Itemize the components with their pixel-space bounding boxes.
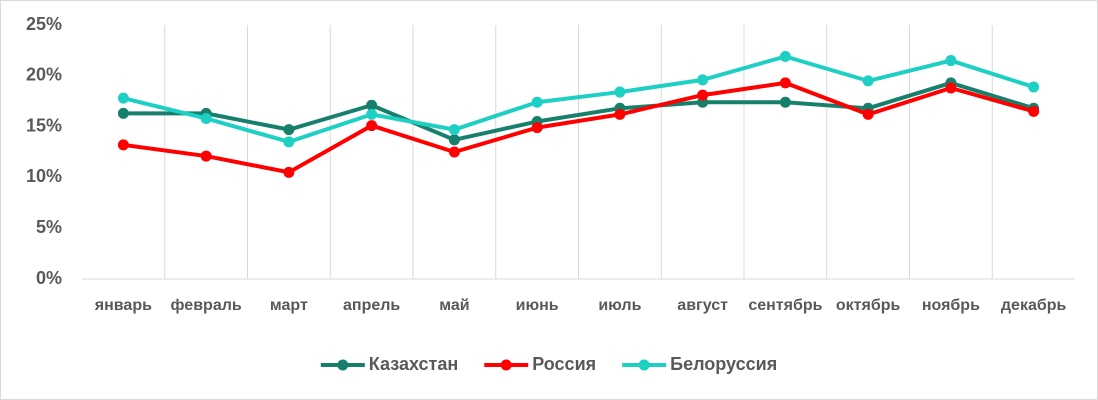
x-tick-label: декабрь: [1001, 297, 1067, 314]
x-tick-label: март: [270, 297, 308, 314]
data-point: [448, 146, 460, 158]
x-tick-label: январь: [94, 297, 152, 314]
legend: Казахстан Россия Белоруссия: [320, 354, 777, 374]
data-point: [614, 108, 626, 120]
data-point: [448, 134, 460, 146]
data-point: [531, 122, 543, 134]
x-tick-label: апрель: [343, 297, 400, 314]
y-tick-label: 5%: [36, 217, 62, 237]
data-point: [779, 96, 791, 108]
x-tick-label: ноябрь: [922, 297, 980, 314]
data-point: [117, 107, 129, 119]
legend-marker: [337, 359, 349, 371]
data-point: [1028, 105, 1040, 117]
y-tick-label: 25%: [26, 14, 62, 34]
data-point: [200, 112, 212, 124]
data-point: [117, 139, 129, 151]
data-point: [779, 50, 791, 62]
series-line: [123, 80, 1035, 175]
series-line: [123, 80, 1035, 142]
data-point: [697, 89, 709, 101]
data-point: [945, 55, 957, 67]
data-point: [117, 92, 129, 104]
data-point: [283, 136, 295, 148]
y-tick-label: 20%: [26, 65, 62, 85]
legend-marker: [500, 359, 512, 371]
legend-label: Белоруссия: [670, 354, 777, 374]
data-point: [779, 77, 791, 89]
x-tick-label: июнь: [516, 297, 559, 314]
data-point: [531, 96, 543, 108]
data-point: [283, 166, 295, 178]
data-point: [200, 150, 212, 162]
data-point: [366, 99, 378, 111]
data-point: [366, 108, 378, 120]
legend-label: Россия: [532, 354, 596, 374]
data-point: [448, 124, 460, 136]
data-point: [614, 86, 626, 98]
x-tick-label: август: [677, 297, 728, 314]
x-tick-label: май: [439, 297, 469, 314]
series-line: [122, 54, 1035, 144]
y-tick-label: 15%: [26, 115, 62, 135]
data-point: [862, 75, 874, 87]
y-tick-label: 10%: [26, 166, 62, 186]
data-point: [1028, 81, 1040, 93]
data-point: [945, 82, 957, 94]
y-tick-label: 0%: [36, 268, 62, 288]
data-point: [862, 108, 874, 120]
legend-label: Казахстан: [369, 354, 458, 374]
data-point: [697, 74, 709, 86]
x-tick-label: сентябрь: [748, 297, 822, 314]
x-tick-label: октябрь: [836, 297, 901, 314]
legend-marker: [638, 359, 650, 371]
data-point: [283, 124, 295, 136]
x-tick-label: июль: [598, 297, 641, 314]
x-tick-label: февраль: [171, 297, 242, 314]
data-point: [366, 120, 378, 132]
